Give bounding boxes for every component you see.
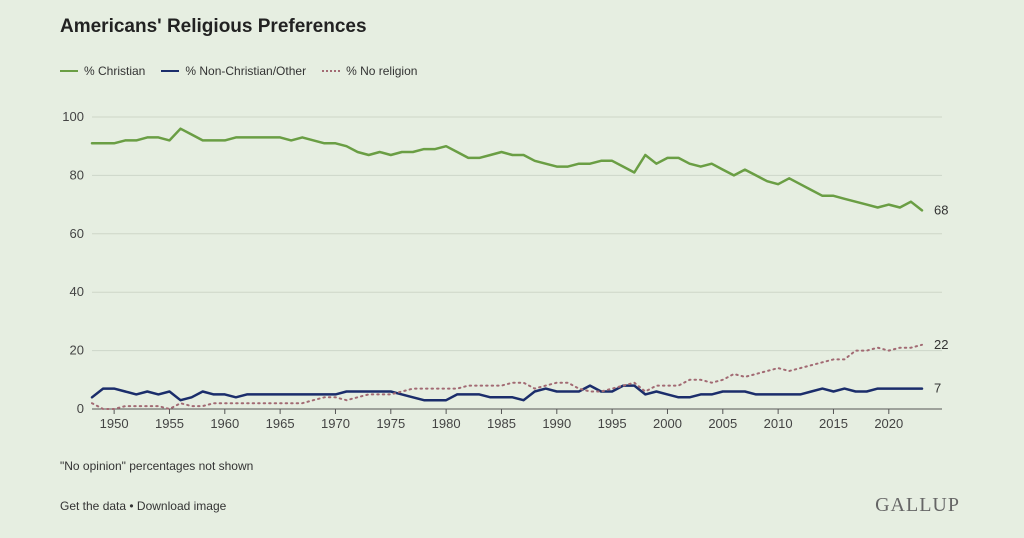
x-tick-label-1995: 1995 bbox=[598, 416, 627, 431]
x-tick-label-2005: 2005 bbox=[708, 416, 737, 431]
footer-links: Get the data • Download image bbox=[60, 499, 226, 513]
y-tick-label-0: 0 bbox=[77, 401, 84, 416]
x-tick-label-2020: 2020 bbox=[874, 416, 903, 431]
x-tick-label-2010: 2010 bbox=[764, 416, 793, 431]
chart-title: Americans' Religious Preferences bbox=[60, 16, 367, 37]
x-tick-label-2015: 2015 bbox=[819, 416, 848, 431]
line-chart: 0 20 40 60 80 100 1950 1955 1960 1965 1970 1975 1980… bbox=[62, 109, 948, 431]
legend-swatch-no-religion bbox=[322, 70, 341, 72]
x-tick-label-1965: 1965 bbox=[266, 416, 295, 431]
gallup-logo: GALLUP bbox=[875, 494, 960, 516]
series-line-no-religion bbox=[91, 343, 923, 410]
x-tick-label-1990: 1990 bbox=[542, 416, 571, 431]
x-tick-label-1955: 1955 bbox=[155, 416, 184, 431]
get-data-link[interactable]: Get the data bbox=[60, 499, 127, 513]
series-line-non-christian bbox=[90, 384, 924, 402]
series-line-christian bbox=[90, 127, 924, 212]
y-tick-label-80: 80 bbox=[70, 167, 84, 182]
x-tick-label-1985: 1985 bbox=[487, 416, 516, 431]
legend-label-no-religion: % No religion bbox=[346, 64, 418, 78]
y-tick-label-40: 40 bbox=[70, 284, 84, 299]
download-image-link[interactable]: Download image bbox=[136, 499, 227, 513]
legend-item-non-christian: % Non-Christian/Other bbox=[161, 64, 306, 78]
link-separator: • bbox=[126, 499, 137, 513]
x-tick-label-1975: 1975 bbox=[376, 416, 405, 431]
end-value-label-non-christian: 7 bbox=[934, 381, 941, 396]
legend-item-no-religion: % No religion bbox=[322, 64, 417, 78]
y-tick-label-20: 20 bbox=[70, 343, 84, 358]
y-tick-label-60: 60 bbox=[70, 226, 84, 241]
x-tick-label-1960: 1960 bbox=[210, 416, 239, 431]
legend-item-christian: % Christian bbox=[60, 64, 145, 78]
legend-label-christian: % Christian bbox=[84, 64, 146, 78]
x-tick-label-2000: 2000 bbox=[653, 416, 682, 431]
legend: % Christian % Non-Christian/Other % No r… bbox=[60, 64, 417, 78]
legend-swatch-non-christian bbox=[161, 70, 180, 72]
legend-label-non-christian: % Non-Christian/Other bbox=[185, 64, 307, 78]
end-value-label-christian: 68 bbox=[934, 202, 948, 217]
end-value-label-no-religion: 22 bbox=[934, 337, 948, 352]
y-tick-label-100: 100 bbox=[62, 109, 84, 124]
x-tick-label-1950: 1950 bbox=[100, 416, 129, 431]
legend-swatch-christian bbox=[60, 70, 78, 72]
footnote: "No opinion" percentages not shown bbox=[60, 459, 254, 473]
x-tick-label-1980: 1980 bbox=[432, 416, 461, 431]
x-tick-label-1970: 1970 bbox=[321, 416, 350, 431]
